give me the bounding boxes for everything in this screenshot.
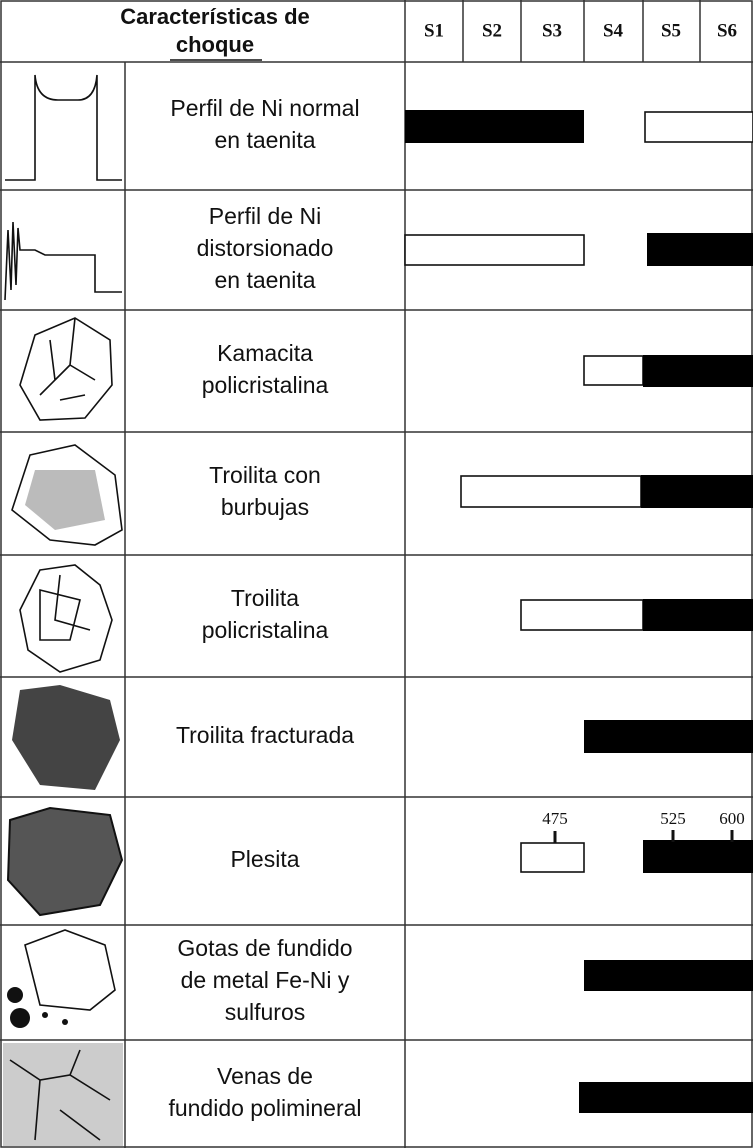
- temperature-label: 475: [542, 809, 568, 828]
- row-label: en taenita: [214, 267, 315, 293]
- row-label: en taenita: [214, 127, 315, 153]
- temperature-label: 600: [719, 809, 745, 828]
- row-label: policristalina: [202, 617, 329, 643]
- row-label: distorsionado: [197, 235, 334, 261]
- row-label: Plesita: [230, 846, 299, 872]
- row-label: burbujas: [221, 494, 309, 520]
- stage-label: S1: [424, 20, 444, 41]
- temperature-label: 525: [660, 809, 686, 828]
- row-label: Troilita: [231, 585, 299, 611]
- stage-label: S3: [542, 20, 562, 41]
- row-label: Troilita con: [209, 462, 321, 488]
- row-label: Perfil de Ni: [209, 203, 321, 229]
- row-label: policristalina: [202, 372, 329, 398]
- row-label: Kamacita: [217, 340, 313, 366]
- stage-label: S6: [717, 20, 737, 41]
- stage-label: S4: [603, 20, 624, 41]
- icons: [3, 74, 124, 1146]
- bars: [404, 110, 753, 1113]
- row-label: Perfil de Ni normal: [170, 95, 359, 121]
- row-label: Troilita fracturada: [176, 722, 354, 748]
- row-label: Venas de: [217, 1063, 313, 1089]
- stage-label: S5: [661, 20, 681, 41]
- row-label: Gotas de fundido: [177, 935, 352, 961]
- row-label: fundido polimineral: [168, 1095, 361, 1121]
- header-title: Características de: [120, 4, 310, 29]
- row-label: sulfuros: [225, 999, 306, 1025]
- header-title: choque: [176, 32, 254, 57]
- row-label: de metal Fe-Ni y: [181, 967, 350, 993]
- stage-label: S2: [482, 20, 502, 41]
